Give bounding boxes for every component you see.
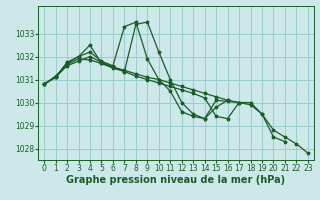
X-axis label: Graphe pression niveau de la mer (hPa): Graphe pression niveau de la mer (hPa) <box>67 175 285 185</box>
